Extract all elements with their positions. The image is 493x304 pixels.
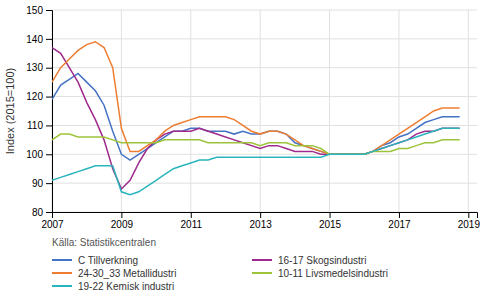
legend-item: 16-17 Skogsindustri <box>252 255 366 266</box>
grid-line <box>52 96 477 97</box>
source: Källa: Statistikcentralen <box>52 237 156 248</box>
tick: 120 <box>26 91 52 102</box>
legend-label: 24-30_33 Metallidustri <box>78 268 176 279</box>
lines <box>52 42 460 195</box>
series-line <box>52 42 460 155</box>
tick-label: 2009 <box>111 219 134 230</box>
tick: 2007 <box>41 212 64 230</box>
tick-label: 2011 <box>181 219 203 230</box>
legend-label: 16-17 Skogsindustri <box>278 255 366 266</box>
grid-line <box>52 154 477 155</box>
series-line <box>52 128 460 194</box>
tick-mark <box>46 212 52 213</box>
legend-label: 10-11 Livsmedelsindustri <box>278 268 388 279</box>
tick: 2009 <box>111 212 134 230</box>
tick: 150 <box>26 5 52 16</box>
tick-label: 2015 <box>319 219 342 230</box>
tick-mark <box>46 68 52 69</box>
grid-line <box>190 10 191 212</box>
tick: 2015 <box>319 212 342 230</box>
tick-label: 2013 <box>250 219 273 230</box>
tick-mark <box>46 125 52 126</box>
chart: 2007 2009 2011 2013 2015 2017 2019 80 90 100 110 12… <box>0 0 493 304</box>
tick-label: 150 <box>26 5 43 16</box>
tick-label: 130 <box>26 62 43 73</box>
tick-mark <box>468 212 469 218</box>
tick-mark <box>260 212 261 218</box>
tick: 2017 <box>388 212 411 230</box>
legend-swatch <box>252 272 272 274</box>
plot: 2007 2009 2011 2013 2015 2017 2019 80 90 100 110 12… <box>26 5 480 230</box>
grid-line <box>329 10 330 212</box>
legend: C Tillverkning 16-17 Skogsindustri 24-30_3… <box>52 255 388 292</box>
tick: 130 <box>26 62 52 73</box>
x-axis: 2007 2009 2011 2013 2015 2017 2019 <box>41 212 480 230</box>
legend-item: 19-22 Kemisk industri <box>52 281 174 292</box>
grid-line <box>121 10 122 212</box>
tick-mark <box>46 10 52 11</box>
tick: 110 <box>27 120 52 131</box>
legend-item: C Tillverkning <box>52 255 138 266</box>
tick-mark <box>46 154 52 155</box>
tick-label: 100 <box>26 149 43 160</box>
y-axis-title: Index (2015=100) <box>4 68 16 155</box>
grid-line <box>52 10 477 11</box>
legend-label: 19-22 Kemisk industri <box>78 281 174 292</box>
tick-mark <box>121 212 122 218</box>
tick: 80 <box>32 207 52 218</box>
tick-label: 110 <box>27 120 43 131</box>
legend-item: 10-11 Livsmedelsindustri <box>252 268 388 279</box>
legend-swatch <box>52 272 72 274</box>
tick-mark <box>46 39 52 40</box>
grid-line <box>52 183 477 184</box>
legend-item: 24-30_33 Metallidustri <box>52 268 176 279</box>
tick: 2013 <box>250 212 273 230</box>
axis-line <box>46 11 53 213</box>
tick-mark <box>46 97 52 98</box>
tick-label: 2019 <box>458 219 481 230</box>
tick-label: 90 <box>32 178 44 189</box>
tick: 2011 <box>181 212 203 230</box>
y-axis: 80 90 100 110 120 130 140 150 <box>26 5 52 218</box>
grid-line <box>52 67 477 68</box>
tick: 2019 <box>458 212 481 230</box>
grid-line <box>398 10 399 212</box>
tick-label: 2007 <box>41 219 64 230</box>
tick-label: 120 <box>26 91 43 102</box>
legend-swatch <box>52 259 72 261</box>
tick: 100 <box>26 149 52 160</box>
tick-label: 80 <box>32 207 44 218</box>
legend-swatch <box>52 285 72 287</box>
grid <box>52 10 477 212</box>
axis-line <box>53 213 478 219</box>
tick-mark <box>46 183 52 184</box>
grid-line <box>260 10 261 212</box>
legend-label: C Tillverkning <box>78 255 138 266</box>
tick-mark <box>399 212 400 218</box>
tick: 90 <box>32 178 52 189</box>
tick: 140 <box>26 34 52 45</box>
grid-line <box>468 10 469 212</box>
tick-label: 140 <box>26 34 43 45</box>
tick-mark <box>191 212 192 218</box>
tick-mark <box>330 212 331 218</box>
tick-label: 2017 <box>388 219 411 230</box>
series-line <box>52 134 460 154</box>
grid-line <box>52 38 477 39</box>
legend-swatch <box>252 259 272 261</box>
